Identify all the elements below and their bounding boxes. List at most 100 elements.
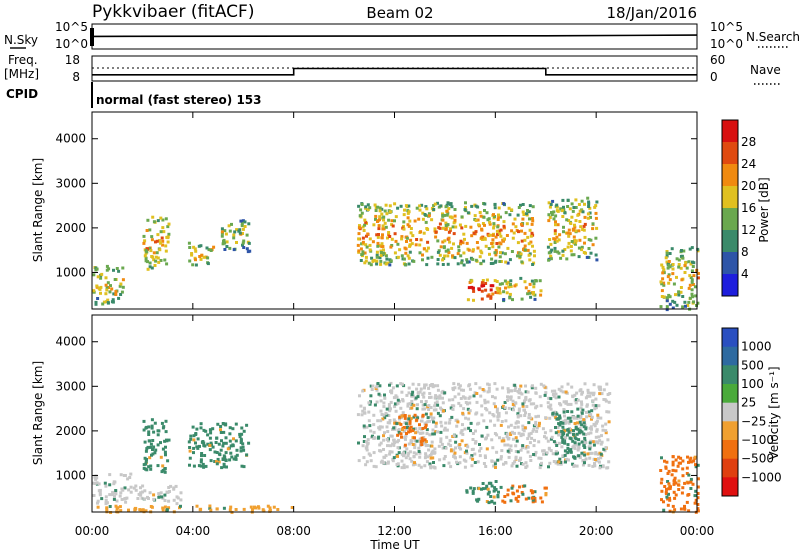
velocity-cell [452, 404, 456, 408]
power-cell [594, 211, 598, 215]
velocity-cell [427, 386, 431, 390]
velocity-cell [365, 460, 369, 464]
velocity-cell [198, 444, 201, 448]
power-cell [471, 248, 475, 252]
velocity-cell [540, 500, 544, 504]
velocity-cell [127, 488, 131, 492]
velocity-cell [457, 401, 461, 405]
velocity-cell [431, 432, 435, 436]
power-cell [660, 282, 664, 286]
velocity-cell [530, 386, 534, 390]
velocity-cell [578, 426, 582, 430]
velocity-cell [539, 404, 543, 408]
velocity-cell [457, 446, 461, 450]
velocity-cell [662, 500, 665, 504]
power-cell [692, 274, 696, 278]
velocity-cell [137, 492, 141, 496]
velocity-cell [144, 459, 148, 463]
power-cell [538, 279, 542, 283]
velocity-cell [580, 400, 583, 404]
velocity-cell [575, 432, 579, 436]
velocity-cell [484, 456, 487, 459]
velocity-cell [671, 455, 675, 459]
power-cell [509, 283, 512, 286]
colorbar-tick-label: 12 [741, 223, 756, 237]
power-cell [436, 239, 440, 243]
velocity-cell [534, 386, 538, 390]
velocity-cell [606, 438, 610, 442]
power-cell [246, 250, 250, 254]
date-title: 18/Jan/2016 [607, 4, 698, 22]
power-cell [167, 232, 171, 236]
power-cell [447, 207, 451, 211]
velocity-cell [500, 420, 504, 423]
power-cell [372, 258, 376, 262]
power-cell [375, 255, 379, 259]
velocity-cell [421, 439, 425, 443]
power-cell [161, 218, 165, 222]
power-cell [394, 215, 398, 219]
power-cell [408, 219, 412, 223]
velocity-cell [413, 439, 417, 443]
power-cell [498, 282, 502, 286]
velocity-cell [119, 473, 123, 477]
velocity-cell [401, 411, 405, 415]
velocity-cell [455, 424, 459, 428]
power-cell [453, 214, 457, 218]
power-cell [547, 258, 551, 262]
velocity-cell [583, 453, 587, 457]
velocity-cell [528, 398, 532, 402]
velocity-cell [200, 454, 203, 458]
power-cell [396, 206, 400, 210]
velocity-cell [215, 462, 219, 466]
power-cell [450, 246, 454, 250]
velocity-cell [469, 429, 472, 433]
velocity-cell [525, 405, 529, 408]
power-cell [462, 251, 466, 255]
velocity-cell [509, 395, 513, 399]
velocity-cell [166, 459, 170, 463]
power-cell [453, 208, 457, 211]
power-cell [142, 241, 146, 245]
power-cell [488, 222, 492, 226]
power-cell [466, 211, 470, 215]
velocity-cell [447, 461, 451, 465]
power-cell [667, 273, 671, 277]
power-cell [402, 213, 406, 217]
velocity-cell [400, 466, 404, 470]
velocity-cell [415, 418, 419, 422]
power-cell [357, 232, 361, 236]
velocity-cell [217, 460, 221, 464]
velocity-cell [524, 497, 528, 501]
power-cell [108, 290, 112, 294]
power-cell [494, 253, 498, 257]
velocity-cell [163, 470, 167, 474]
power-cell [520, 297, 524, 301]
power-cell [190, 253, 194, 257]
velocity-cell [139, 491, 143, 495]
velocity-cell [380, 459, 384, 463]
colorbar-swatch [722, 274, 738, 297]
power-cell [587, 247, 591, 250]
velocity-cell [160, 495, 164, 499]
velocity-cell [234, 457, 238, 461]
velocity-cell [385, 438, 389, 441]
power-cell [665, 251, 669, 255]
velocity-cell [220, 439, 223, 443]
power-cell [360, 211, 364, 215]
velocity-cell [148, 491, 152, 495]
power-cell [494, 249, 498, 252]
velocity-cell [208, 448, 212, 452]
velocity-cell [532, 444, 536, 448]
power-cell [562, 230, 565, 234]
velocity-cell [214, 460, 218, 464]
velocity-cell [413, 461, 416, 465]
velocity-cell [503, 401, 507, 404]
power-cell [521, 210, 525, 214]
power-cell [492, 223, 496, 227]
x-tick-label: 08:00 [276, 524, 311, 538]
power-cell [409, 231, 413, 235]
velocity-cell [506, 493, 510, 497]
power-cell [163, 258, 167, 262]
power-cell [491, 261, 495, 265]
